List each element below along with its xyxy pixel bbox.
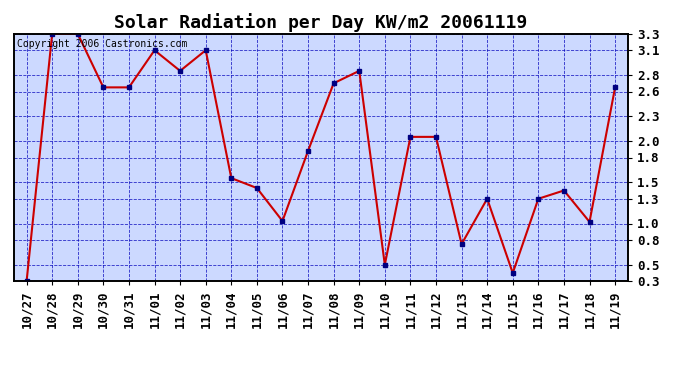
Title: Solar Radiation per Day KW/m2 20061119: Solar Radiation per Day KW/m2 20061119 bbox=[115, 13, 527, 32]
Text: Copyright 2006 Castronics.com: Copyright 2006 Castronics.com bbox=[17, 39, 187, 49]
